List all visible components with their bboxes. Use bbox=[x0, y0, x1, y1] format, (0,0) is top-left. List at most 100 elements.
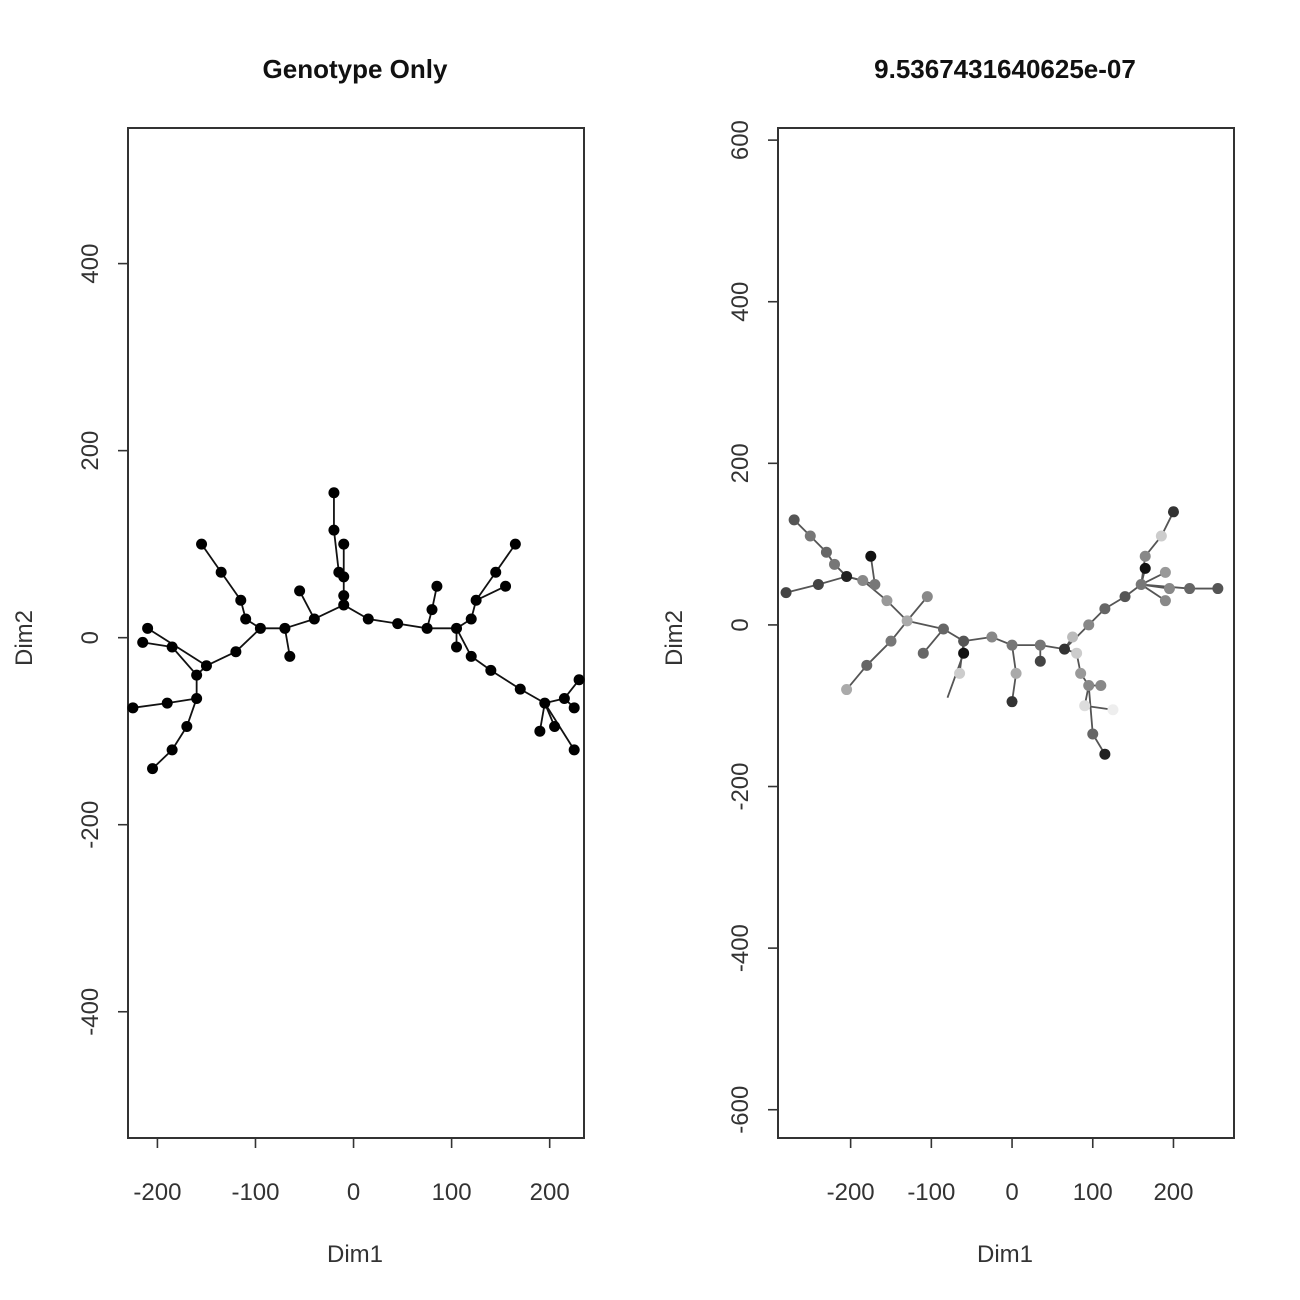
network-node bbox=[954, 667, 966, 679]
network-node bbox=[1083, 680, 1095, 692]
network-node bbox=[1034, 639, 1046, 651]
network-node bbox=[514, 683, 526, 695]
network-node bbox=[308, 613, 320, 625]
panel-1-title: Genotype Only bbox=[263, 54, 448, 84]
y-tick-label: -600 bbox=[727, 1086, 754, 1134]
network-edge bbox=[171, 646, 198, 676]
x-tick-label: -200 bbox=[133, 1179, 181, 1206]
network-edge bbox=[906, 620, 944, 630]
network-edge bbox=[132, 702, 168, 709]
network-node bbox=[147, 763, 159, 775]
network-node bbox=[901, 615, 913, 627]
network-node bbox=[196, 538, 208, 550]
network-node bbox=[465, 613, 477, 625]
network-node bbox=[1099, 603, 1111, 615]
network-node bbox=[142, 622, 154, 634]
network-node bbox=[1139, 550, 1151, 562]
network-node bbox=[1099, 748, 1111, 760]
network-node bbox=[865, 550, 877, 562]
network-edge bbox=[333, 530, 340, 573]
network-node bbox=[986, 631, 998, 643]
network-node bbox=[338, 571, 350, 583]
network-node bbox=[1212, 583, 1224, 595]
network-node bbox=[485, 664, 497, 676]
network-node bbox=[921, 591, 933, 603]
network-edge bbox=[200, 543, 222, 573]
network-node bbox=[568, 702, 580, 714]
network-node bbox=[1159, 595, 1171, 607]
network-node bbox=[1167, 506, 1179, 518]
network-node bbox=[937, 623, 949, 635]
network-edge bbox=[1087, 685, 1094, 735]
network-node bbox=[254, 622, 266, 634]
panel-2-title: 9.5367431640625e-07 bbox=[874, 54, 1136, 84]
network-node bbox=[1083, 619, 1095, 631]
x-tick-label: 0 bbox=[1005, 1179, 1018, 1206]
network-edge bbox=[475, 571, 497, 601]
network-node bbox=[235, 594, 247, 606]
panel-2-x-axis-title: Dim1 bbox=[977, 1241, 1033, 1268]
y-tick-label: 400 bbox=[77, 244, 104, 284]
y-tick-label: 0 bbox=[77, 631, 104, 644]
network-node bbox=[1075, 667, 1087, 679]
y-tick-label: -200 bbox=[77, 801, 104, 849]
network-node bbox=[958, 635, 970, 647]
panel-2-y-axis-title: Dim2 bbox=[661, 610, 688, 666]
network-node bbox=[215, 566, 227, 578]
network-node bbox=[166, 744, 178, 756]
network-node bbox=[820, 546, 832, 558]
network-node bbox=[573, 674, 585, 686]
y-tick-label: -400 bbox=[77, 988, 104, 1036]
panel-2-edges bbox=[785, 511, 1218, 755]
network-node bbox=[1087, 728, 1099, 740]
network-node bbox=[857, 574, 869, 586]
network-edge bbox=[495, 543, 517, 573]
network-node bbox=[568, 744, 580, 756]
y-tick-label: 200 bbox=[727, 443, 754, 483]
network-node bbox=[1071, 647, 1083, 659]
panel-2-nodes bbox=[780, 506, 1224, 760]
network-node bbox=[127, 702, 139, 714]
network-node bbox=[881, 595, 893, 607]
network-node bbox=[1079, 700, 1091, 712]
panel-2-plot-frame bbox=[777, 127, 1235, 1139]
panel-2-ticks: -200 -100 0 100 200 -600 -400 -200 0 200 400 600 bbox=[727, 120, 1193, 1206]
network-node bbox=[1139, 562, 1151, 574]
y-tick-label: 0 bbox=[727, 618, 754, 631]
panel-1-y-axis-title: Dim2 bbox=[11, 610, 38, 666]
network-node bbox=[362, 613, 374, 625]
network-node bbox=[1184, 583, 1196, 595]
network-node bbox=[392, 618, 404, 630]
network-node bbox=[230, 646, 242, 658]
network-node bbox=[338, 599, 350, 611]
network-node bbox=[534, 725, 546, 737]
network-node bbox=[338, 590, 350, 602]
network-node bbox=[1159, 566, 1171, 578]
network-node bbox=[780, 587, 792, 599]
x-tick-label: -200 bbox=[827, 1179, 875, 1206]
network-node bbox=[1067, 631, 1079, 643]
network-node bbox=[338, 538, 350, 550]
network-node bbox=[958, 647, 970, 659]
network-node bbox=[812, 579, 824, 591]
network-node bbox=[1010, 667, 1022, 679]
panel-1-plot-frame bbox=[127, 127, 585, 1139]
network-node bbox=[465, 650, 477, 662]
network-node bbox=[841, 684, 853, 696]
network-node bbox=[509, 538, 521, 550]
network-node bbox=[328, 487, 340, 499]
network-node bbox=[240, 613, 252, 625]
network-edge bbox=[235, 627, 262, 653]
network-node bbox=[294, 585, 306, 597]
network-edge bbox=[220, 571, 242, 601]
network-node bbox=[284, 650, 296, 662]
network-node bbox=[1006, 696, 1018, 708]
y-tick-label: 600 bbox=[727, 120, 754, 160]
network-node bbox=[788, 514, 800, 526]
network-node bbox=[161, 697, 173, 709]
x-tick-label: 100 bbox=[1073, 1179, 1113, 1206]
network-node bbox=[804, 530, 816, 542]
network-node bbox=[421, 622, 433, 634]
panel-1-nodes bbox=[127, 487, 585, 775]
network-node bbox=[328, 524, 340, 536]
